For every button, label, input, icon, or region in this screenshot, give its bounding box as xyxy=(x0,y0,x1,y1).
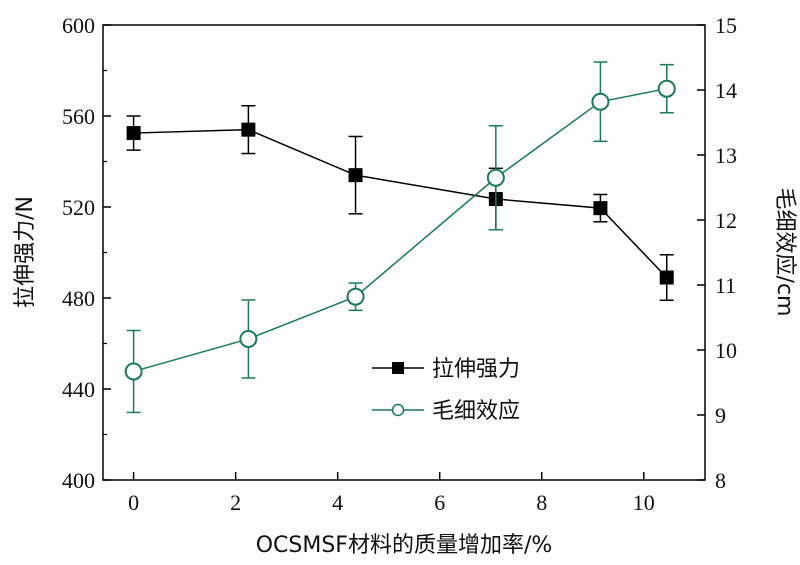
x-tick-label: 2 xyxy=(230,490,241,515)
right-y-tick-label: 15 xyxy=(715,13,737,38)
series-0 xyxy=(126,105,674,302)
right-y-tick-label: 8 xyxy=(715,468,726,493)
right-y-axis-title: 毛细效应/cm xyxy=(772,188,797,317)
left-y-tick-label: 520 xyxy=(62,195,95,220)
right-y-tick-label: 14 xyxy=(715,78,737,103)
right-y-tick-label: 12 xyxy=(715,208,737,233)
x-tick-label: 6 xyxy=(434,490,445,515)
data-point xyxy=(346,287,365,306)
x-tick-label: 0 xyxy=(128,490,139,515)
data-point xyxy=(486,168,505,187)
data-point xyxy=(126,126,141,141)
legend-marker-tensile xyxy=(392,362,404,374)
data-point xyxy=(593,201,608,216)
data-point xyxy=(657,79,676,98)
data-point xyxy=(124,362,143,381)
legend-label-wicking: 毛细效应 xyxy=(432,399,520,424)
x-tick-label: 8 xyxy=(536,490,547,515)
left-y-tick-label: 400 xyxy=(62,468,95,493)
axes-ticks: 0 2 4 6 8 10 400 440 480 520 560 600 8 9 10 11 12 13 14 15 xyxy=(62,13,737,515)
x-tick-label: 10 xyxy=(633,490,655,515)
left-y-tick-label: 440 xyxy=(62,377,95,402)
right-y-tick-label: 10 xyxy=(715,338,737,363)
series-line xyxy=(133,128,668,279)
right-y-tick-label: 11 xyxy=(715,273,736,298)
series-layer xyxy=(124,61,676,414)
data-point xyxy=(591,92,610,111)
data-point xyxy=(659,270,674,285)
data-point xyxy=(239,329,258,348)
left-y-tick-label: 480 xyxy=(62,286,95,311)
right-y-tick-label: 13 xyxy=(715,143,737,168)
data-point xyxy=(348,168,363,183)
x-tick-label: 4 xyxy=(332,490,343,515)
data-point xyxy=(241,122,256,137)
left-y-tick-label: 560 xyxy=(62,104,95,129)
right-y-tick-label: 9 xyxy=(715,403,726,428)
x-axis-title: OCSMSF材料的质量增加率/% xyxy=(256,533,553,558)
legend-entry-wicking: 毛细效应 xyxy=(372,399,520,424)
series-line xyxy=(133,87,667,373)
series-1 xyxy=(124,61,676,414)
left-y-tick-label: 600 xyxy=(62,13,95,38)
legend: 拉伸强力 毛细效应 xyxy=(372,357,520,424)
legend-label-tensile: 拉伸强力 xyxy=(432,357,520,382)
left-y-axis-title: 拉伸强力/N xyxy=(13,196,38,308)
legend-marker-wicking xyxy=(391,403,405,417)
legend-entry-tensile: 拉伸强力 xyxy=(372,357,520,382)
